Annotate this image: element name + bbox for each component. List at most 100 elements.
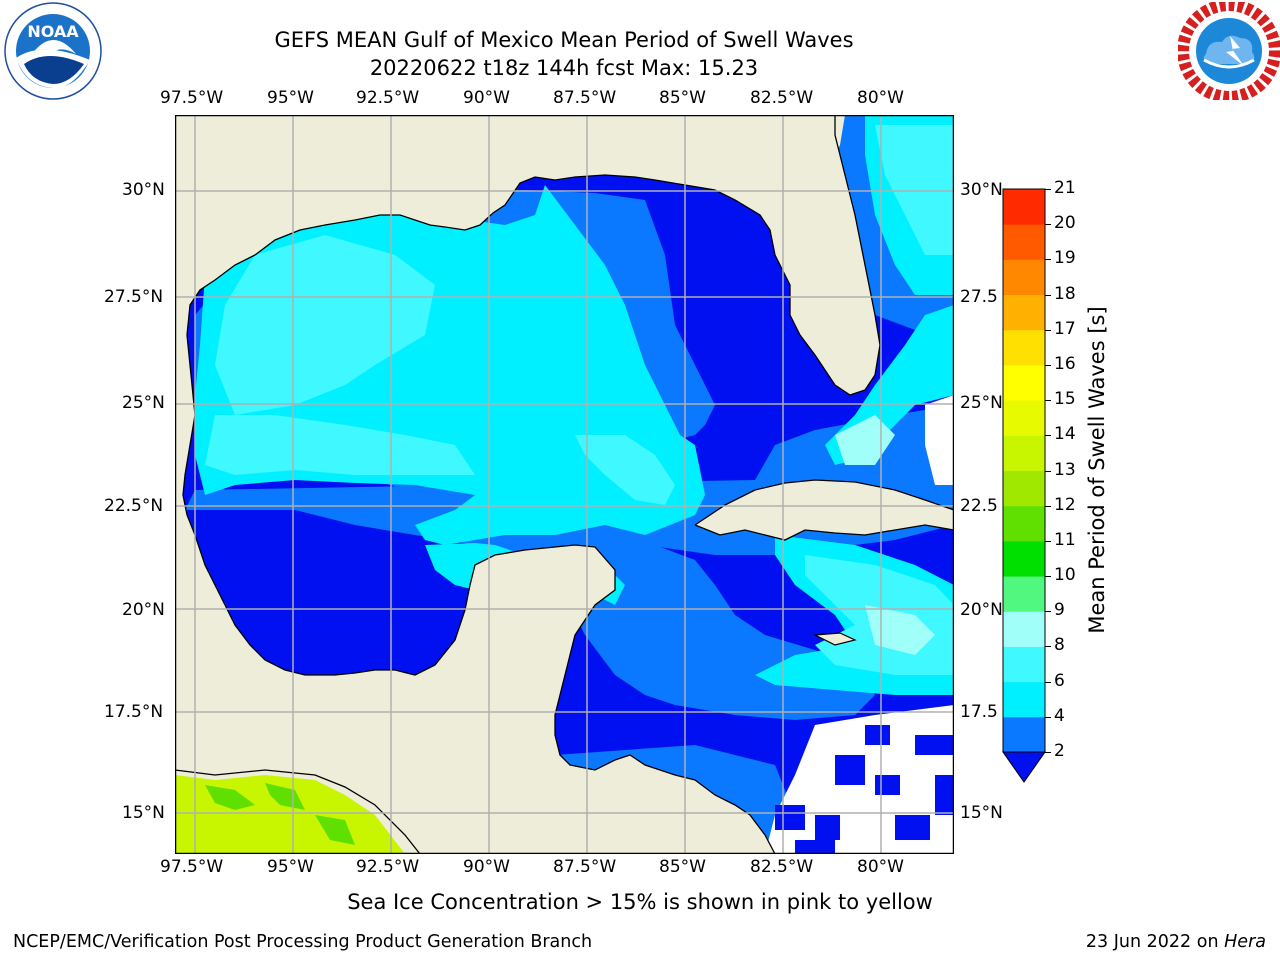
lat-label-right: 20°N [960,600,1003,620]
sea-ice-patch-a [205,785,255,810]
lat-label-right: 15°N [960,803,1003,823]
footer-date-text: 23 Jun 2022 on [1085,932,1219,952]
colorbar-tick-mark [1045,752,1051,753]
lon-label-top: 97.5°W [160,88,224,108]
colorbar-tick-mark [1045,716,1051,718]
noaa-logo-text: NOAA [27,22,79,41]
map-gridlines [175,115,954,854]
coastline-pacific [175,769,421,854]
map-subtitle: 20220622 t18z 144h fcst Max: 15.23 [369,56,759,80]
colorbar-tick-mark [1045,435,1051,437]
colorbar-tick-mark [1045,681,1051,683]
colorbar-segment [1003,259,1045,296]
lon-label-top: 82.5°W [750,88,814,108]
sea-ice-patch-c [315,815,355,845]
colorbar-segment [1003,576,1045,612]
nws-logo-icon [1178,2,1280,100]
lon-label-top: 92.5°W [356,88,420,108]
colorbar-tick-mark [1045,364,1051,366]
colorbar-tick-label: 16 [1054,353,1076,374]
colorbar-tick-mark [1045,505,1051,507]
colorbar-tick-label: 14 [1054,424,1076,445]
no-data-area-bahamas [925,395,954,485]
light-cyan-patch-east [575,435,675,505]
colorbar [1002,188,1046,783]
colorbar-tick-label: 21 [1054,178,1076,198]
colorbar-tick-mark [1045,329,1051,331]
lon-label-bottom: 95°W [267,857,314,877]
lat-label-right: 17.5 [960,702,998,722]
coastline-mexico [182,334,776,854]
light-cyan-patch-west [215,235,435,415]
colorbar-tick-label: 9 [1054,600,1065,621]
colorbar-tick-label: 4 [1054,705,1065,726]
colorbar-tick-mark [1045,294,1051,296]
lon-label-top: 95°W [267,88,314,108]
colorbar-tick-label: 15 [1054,389,1076,410]
colorbar-tick-mark [1045,611,1051,613]
colorbar-segment [1003,329,1045,366]
colorbar-segment [1003,540,1045,577]
colorbar-segment [1003,470,1045,507]
light-cyan-patch-central [205,415,475,475]
colorbar-segment [1003,294,1045,331]
pale-cyan-patch-straits [835,415,895,465]
lon-label-bottom: 90°W [463,857,510,877]
colorbar-tick-label: 12 [1054,494,1076,515]
colorbar-segment [1003,646,1045,683]
colorbar-segment [1003,364,1045,401]
lon-label-bottom: 92.5°W [356,857,420,877]
colorbar-tick-mark [1045,224,1051,226]
colorbar-tick-label: 11 [1054,529,1076,550]
pale-cyan-patch-caribbean [865,605,935,655]
lat-label-left: 25°N [122,393,165,413]
lat-label-right: 25°N [960,393,1003,413]
coastline-jamaica [812,632,857,646]
lat-label-right: 27.5 [960,287,998,307]
colorbar-tick-label: 6 [1054,670,1065,691]
colorbar-segment [1003,435,1045,471]
colorbar-segment [1003,611,1045,647]
sea-ice-note: Sea Ice Concentration > 15% is shown in … [347,890,933,914]
colorbar-tick-mark [1045,400,1051,402]
lon-label-bottom: 80°W [857,857,904,877]
colorbar-tick-mark [1045,470,1051,472]
colorbar-tick-label: 19 [1054,248,1076,269]
land-mass-georgia [830,115,845,155]
colorbar-label: Mean Period of Swell Waves [s] [1085,306,1109,634]
lat-label-left: 15°N [122,803,165,823]
colorbar-tick-label: 20 [1054,213,1076,234]
colorbar-tick-label: 17 [1054,318,1076,339]
lon-label-top: 85°W [659,88,706,108]
lon-label-bottom: 97.5°W [160,857,224,877]
lat-label-right: 22.5 [960,496,998,516]
lat-label-left: 30°N [122,180,165,200]
colorbar-tick-label: 10 [1054,565,1076,586]
colorbar-segment [1003,224,1045,260]
lon-label-top: 90°W [463,88,510,108]
map-title: GEFS MEAN Gulf of Mexico Mean Period of … [274,28,854,52]
lat-label-left: 27.5°N [104,287,164,307]
colorbar-tick-label: 2 [1054,741,1065,761]
lon-label-bottom: 87.5°W [553,857,617,877]
sea-ice-patch-b [265,783,305,810]
colorbar-segment [1003,189,1045,225]
lat-label-right: 30°N [960,180,1003,200]
coastline-usa [186,115,881,396]
colorbar-segment [1003,716,1045,753]
map-frame [175,115,954,854]
colorbar-tick-label: 13 [1054,459,1076,480]
lat-label-left: 20°N [122,600,165,620]
colorbar-tick-mark [1045,576,1051,578]
colorbar-tick-label: 18 [1054,283,1076,304]
lat-label-left: 17.5°N [104,702,164,722]
footer-machine: Hera [1224,932,1266,952]
lon-label-top: 80°W [857,88,904,108]
colorbar-segment [1003,505,1045,542]
noaa-logo-icon: NOAA [4,2,102,100]
colorbar-tick-mark [1045,259,1051,261]
colorbar-tick-mark [1045,646,1051,648]
colorbar-tick-mark [1045,189,1051,190]
lon-label-top: 87.5°W [553,88,617,108]
colorbar-tick-mark [1045,540,1051,542]
